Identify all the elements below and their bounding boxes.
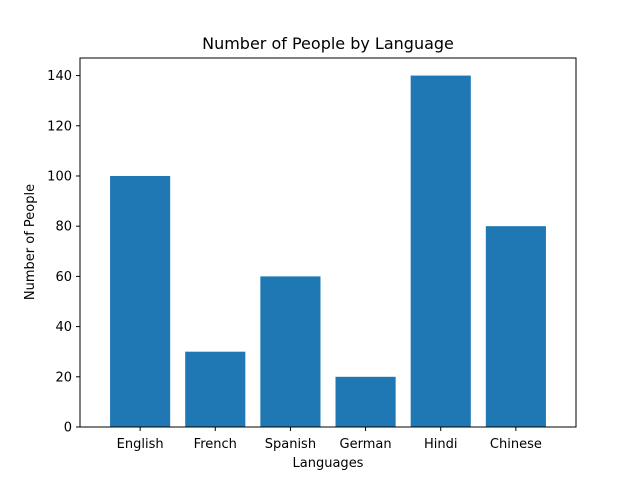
chart-title: Number of People by Language xyxy=(202,34,454,53)
plot-area: 0 20 40 60 80 100 120 140 English French Spanish G… xyxy=(47,57,577,452)
x-tick-label-english: English xyxy=(117,437,164,452)
bar-hindi xyxy=(410,75,471,427)
x-tick-label-hindi: Hindi xyxy=(424,437,458,452)
bar-chinese xyxy=(485,226,546,427)
x-axis-label: Languages xyxy=(293,456,364,471)
plot-frame xyxy=(79,57,577,428)
bar-spanish xyxy=(260,276,321,427)
x-tick-label-chinese: Chinese xyxy=(490,437,542,452)
y-tick-label-60: 60 xyxy=(55,270,72,285)
y-axis-label: Number of People xyxy=(23,184,38,300)
x-axis: English French Spanish German Hindi Chinese xyxy=(117,427,542,452)
bar-english xyxy=(110,175,171,427)
bar-german xyxy=(335,376,396,427)
bar-french xyxy=(185,351,246,427)
bars-group xyxy=(110,75,546,427)
x-tick-label-spanish: Spanish xyxy=(265,437,316,452)
y-axis: 0 20 40 60 80 100 120 140 xyxy=(47,69,80,436)
y-tick-label-40: 40 xyxy=(55,320,72,335)
y-tick-label-80: 80 xyxy=(55,220,72,235)
y-tick-label-140: 140 xyxy=(47,69,72,84)
y-tick-label-20: 20 xyxy=(55,370,72,385)
y-tick-label-0: 0 xyxy=(64,421,72,436)
x-tick-label-german: German xyxy=(340,437,392,452)
x-tick-label-french: French xyxy=(194,437,237,452)
y-tick-label-120: 120 xyxy=(47,119,72,134)
y-tick-label-100: 100 xyxy=(47,169,72,184)
